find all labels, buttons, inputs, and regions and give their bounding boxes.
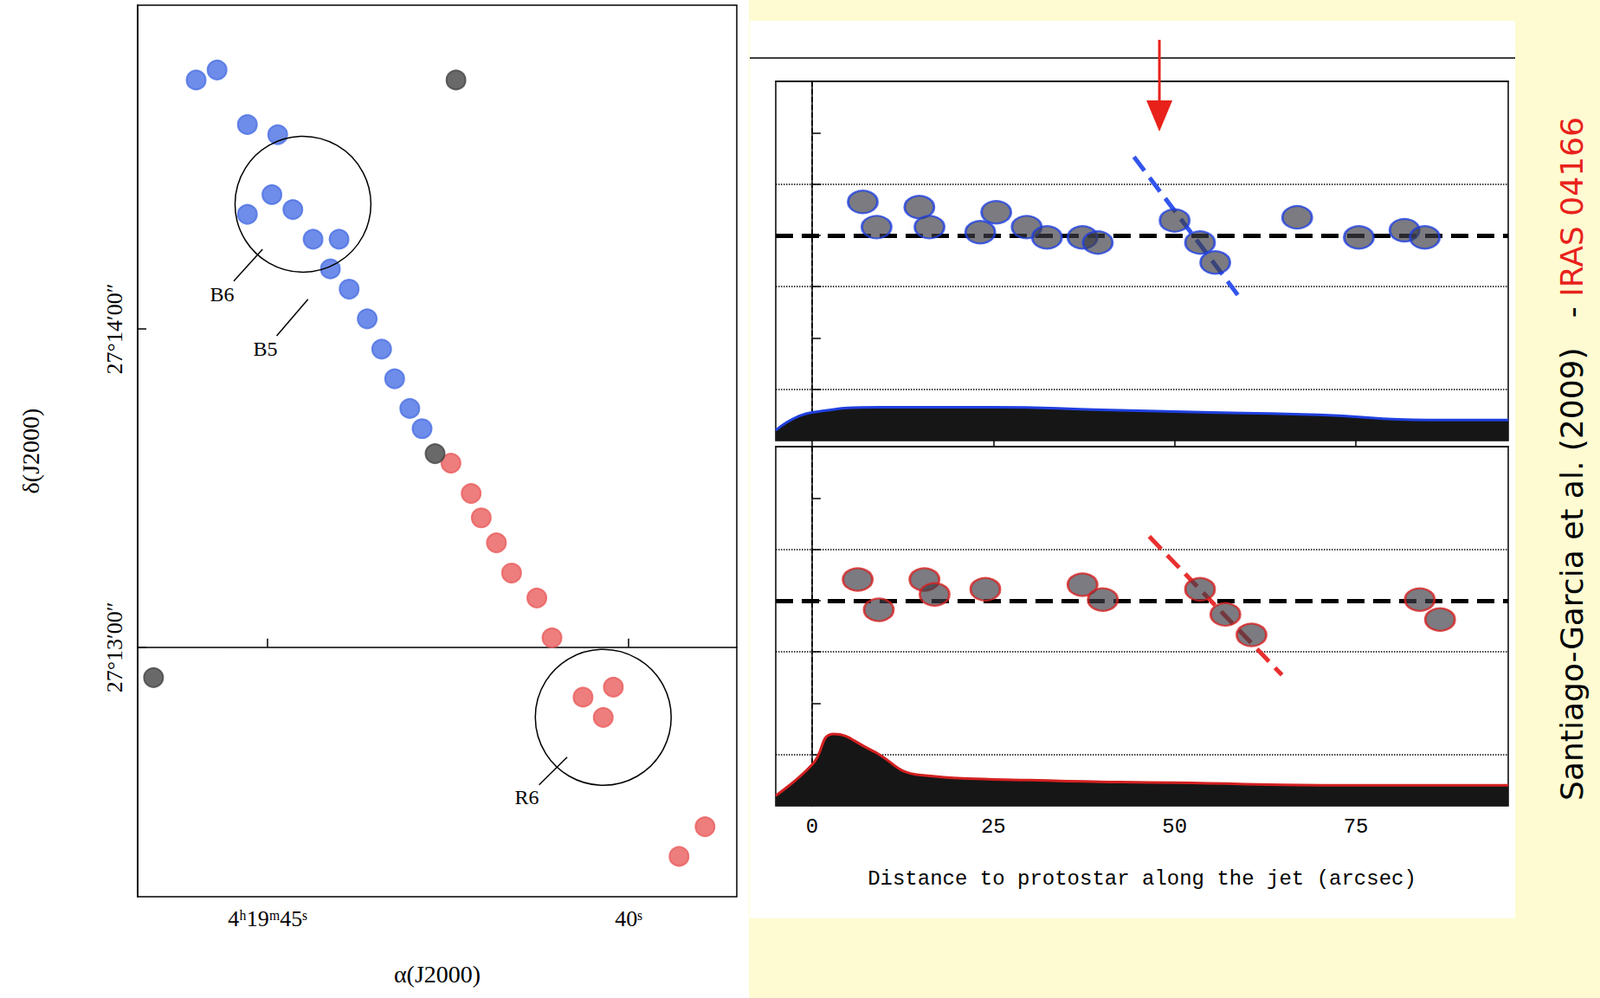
svg-text:Santiago-Garcia et al. (2009): Santiago-Garcia et al. (2009) - bbox=[1554, 296, 1590, 801]
svg-text:4ʰ19ᵐ45ˢ: 4ʰ19ᵐ45ˢ bbox=[227, 906, 308, 932]
svg-text:40ˢ: 40ˢ bbox=[614, 906, 643, 932]
svg-text:25: 25 bbox=[980, 815, 1007, 839]
svg-text:IRAS 04166: IRAS 04166 bbox=[1554, 116, 1590, 297]
svg-text:50: 50 bbox=[1161, 815, 1188, 839]
svg-text:75: 75 bbox=[1343, 815, 1369, 839]
svg-text:27°13′00″: 27°13′00″ bbox=[102, 601, 128, 693]
svg-text:α(J2000): α(J2000) bbox=[393, 961, 481, 988]
svg-text:B6: B6 bbox=[210, 283, 235, 306]
svg-text:R6: R6 bbox=[514, 786, 539, 809]
svg-text:0: 0 bbox=[806, 815, 819, 839]
svg-text:27°14′00″: 27°14′00″ bbox=[102, 283, 128, 375]
svg-text:Distance to protostar along th: Distance to protostar along the jet (arc… bbox=[867, 867, 1417, 891]
svg-text:δ(J2000): δ(J2000) bbox=[17, 408, 45, 495]
svg-text:B5: B5 bbox=[253, 337, 278, 361]
